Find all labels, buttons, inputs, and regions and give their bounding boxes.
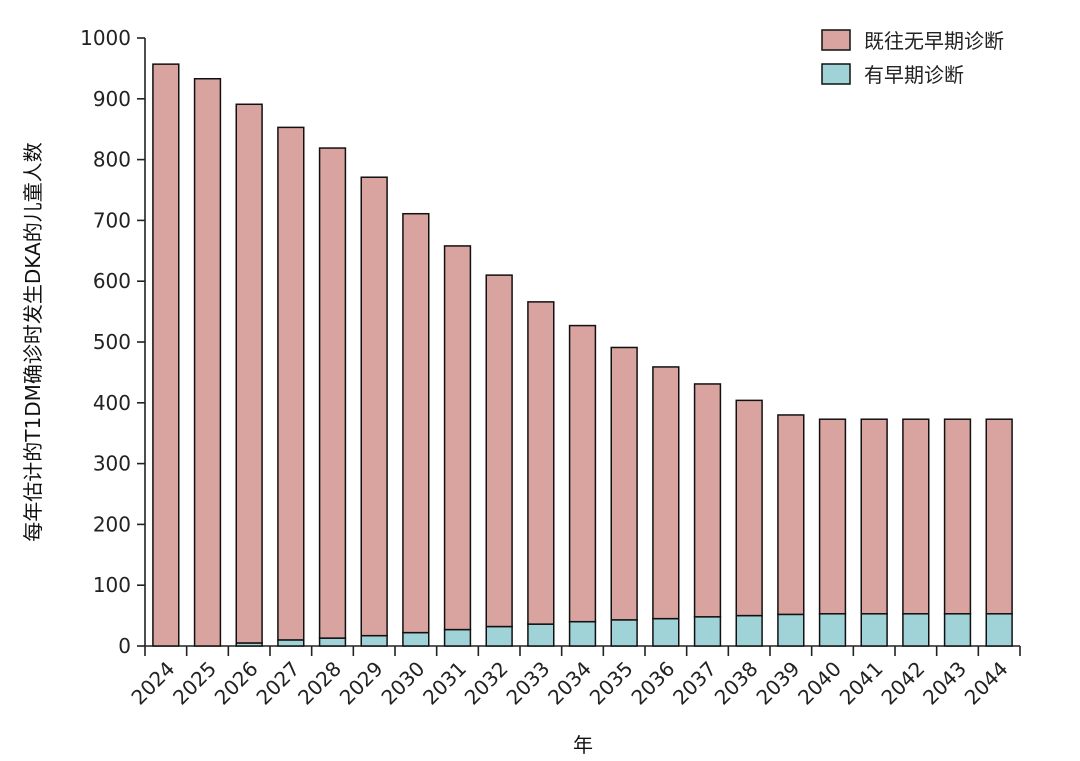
y-tick-label: 900: [93, 87, 131, 111]
y-axis: 0 100 200 300 400 500 600 700 800 900 1000: [80, 26, 146, 658]
x-tick-label: 2038: [710, 657, 763, 710]
x-tick-label: 2031: [418, 657, 471, 710]
bar-segment: [318, 637, 347, 647]
bar-segment: [318, 147, 347, 639]
x-tick-label: 2042: [876, 657, 929, 710]
bar-segment: [777, 613, 805, 647]
bar-segment: [568, 620, 597, 647]
y-tick-label: 0: [118, 634, 131, 658]
bar-segment: [818, 613, 847, 647]
bar-segment: [902, 613, 930, 647]
x-axis: 2024202520262027202820292030203120322033…: [126, 645, 1021, 710]
y-tick-label: 600: [93, 269, 131, 293]
legend-label: 有早期诊断: [864, 63, 964, 87]
bar-segment: [818, 418, 847, 615]
bar-segment: [860, 613, 888, 647]
x-tick-label: 2029: [335, 657, 388, 710]
x-tick-label: 2032: [460, 657, 513, 710]
bar-segment: [985, 613, 1013, 647]
y-tick-label: 700: [93, 208, 131, 232]
x-axis-title: 年: [573, 733, 593, 757]
bar-segment: [735, 614, 763, 647]
bar-segment: [443, 245, 472, 631]
bar-segment: [693, 616, 722, 647]
x-tick-label: 2024: [126, 657, 179, 710]
bar-segment: [943, 418, 972, 615]
bar-segment: [985, 418, 1013, 615]
bar-segment: [443, 628, 472, 647]
y-tick-label: 200: [93, 512, 131, 536]
x-tick-label: 2035: [585, 657, 638, 710]
x-tick-label: 2025: [168, 657, 221, 710]
bar-segment: [568, 324, 597, 623]
legend-label: 既往无早期诊断: [864, 29, 1004, 53]
bar-segment: [652, 617, 680, 647]
bar-segment: [860, 418, 888, 615]
legend-swatch: [821, 29, 851, 51]
y-tick-label: 400: [93, 391, 131, 415]
bar-segment: [652, 366, 680, 620]
bar-segment: [485, 625, 513, 647]
x-tick-label: 2041: [835, 657, 888, 710]
x-tick-label: 2030: [376, 657, 429, 710]
bars-group: [152, 63, 1013, 647]
bar-segment: [777, 414, 805, 616]
y-axis-title: 每年估计的T1DM确诊时发生DKA的儿童人数: [21, 142, 45, 541]
bar-segment: [610, 346, 638, 621]
y-tick-label: 500: [93, 330, 131, 354]
y-tick-label: 300: [93, 452, 131, 476]
x-tick-label: 2034: [543, 657, 596, 710]
bar-segment: [360, 634, 388, 647]
x-tick-label: 2039: [751, 657, 804, 710]
x-tick-label: 2027: [251, 657, 304, 710]
x-tick-label: 2036: [626, 657, 679, 710]
bar-segment: [402, 212, 430, 634]
bar-segment: [485, 274, 513, 628]
x-tick-label: 2040: [793, 657, 846, 710]
x-tick-label: 2044: [960, 657, 1013, 710]
bar-segment: [527, 623, 555, 647]
bar-segment: [360, 176, 388, 637]
bar-segment: [235, 103, 263, 644]
y-tick-label: 100: [93, 573, 131, 597]
bar-segment: [277, 126, 305, 641]
bar-segment: [193, 77, 222, 647]
bar-segment: [402, 631, 430, 647]
bar-segment: [943, 613, 972, 647]
bar-segment: [152, 63, 180, 647]
bar-segment: [610, 619, 638, 647]
bar-segment: [277, 639, 305, 647]
bar-segment: [527, 301, 555, 625]
x-tick-label: 2026: [210, 657, 263, 710]
y-tick-label: 800: [93, 148, 131, 172]
bar-segment: [693, 383, 722, 618]
bar-segment: [902, 418, 930, 615]
x-tick-label: 2043: [918, 657, 971, 710]
x-tick-label: 2037: [668, 657, 721, 710]
y-tick-label: 1000: [80, 26, 131, 50]
legend-swatch: [821, 63, 851, 85]
x-tick-label: 2033: [501, 657, 554, 710]
bar-segment: [735, 399, 763, 617]
x-tick-label: 2028: [293, 657, 346, 710]
